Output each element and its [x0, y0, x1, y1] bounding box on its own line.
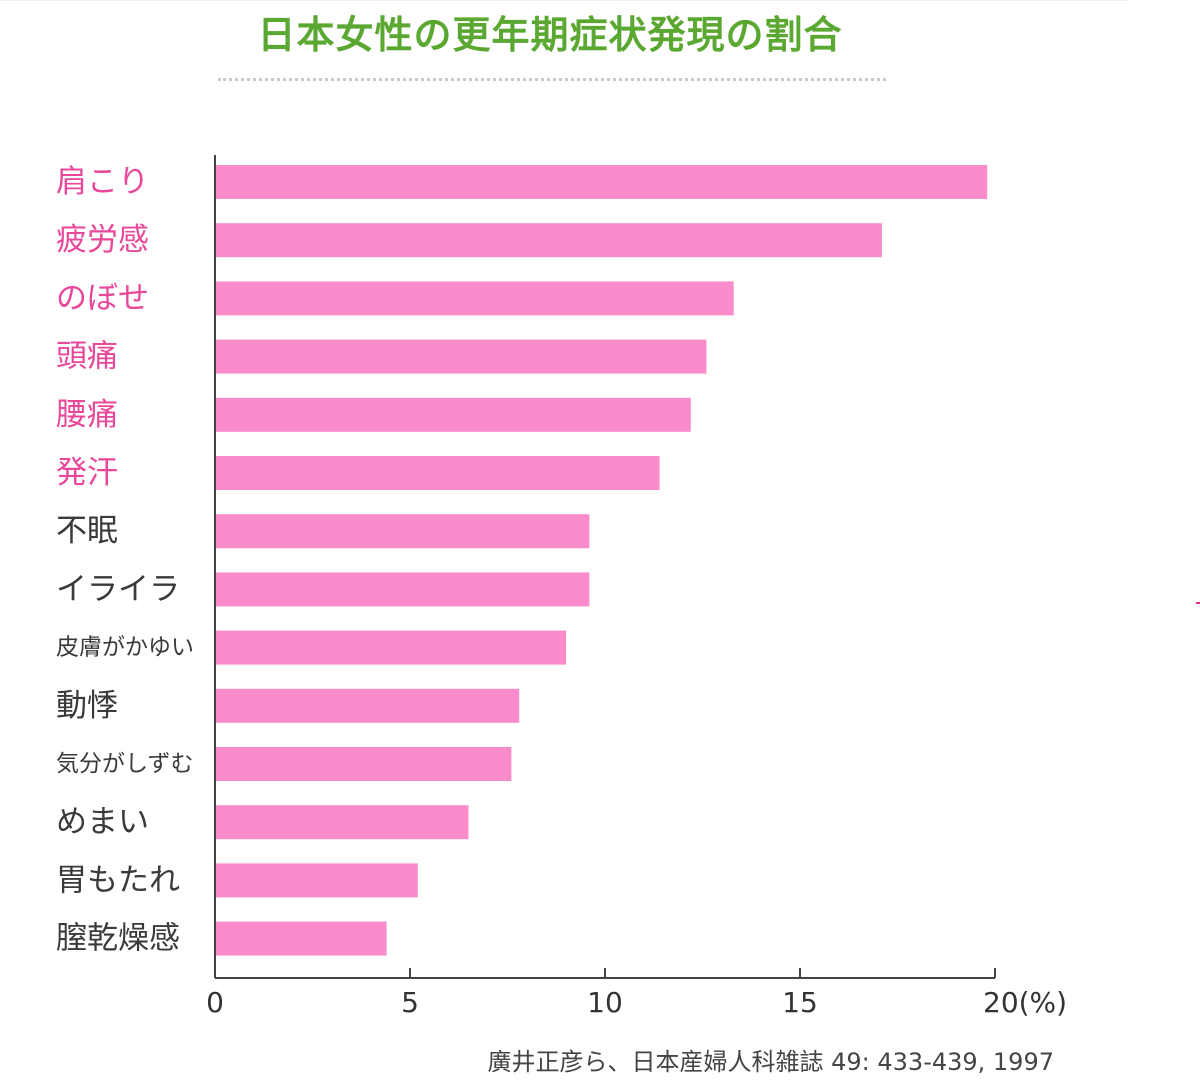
category-label-8: イライラ: [56, 571, 180, 607]
bar-1: [215, 165, 988, 199]
bar-11: [215, 747, 512, 781]
bar-3: [215, 281, 734, 316]
bar-13: [215, 863, 418, 898]
category-label-6: 発汗: [56, 455, 118, 491]
axes: [214, 155, 996, 979]
category-label-13: 胃もたれ: [56, 862, 180, 898]
bar-7: [215, 514, 590, 549]
x-tick-label-15: 15: [782, 986, 818, 1019]
bar-6: [215, 456, 660, 490]
bar-12: [215, 805, 469, 840]
category-label-3: のぼせ: [56, 280, 149, 316]
bar-4: [215, 339, 707, 374]
top-border-line: [0, 0, 1128, 1]
bar-9: [215, 630, 566, 665]
source-citation: 廣井正彦ら、日本産婦人科雑誌 49: 433-439, 1997: [487, 1048, 1055, 1076]
category-label-11: 気分がしずむ: [56, 751, 194, 777]
category-label-10: 動悸: [56, 688, 118, 724]
bar-5: [215, 397, 691, 432]
x-tick-label-5: 5: [401, 986, 419, 1019]
category-label-12: めまい: [56, 804, 149, 840]
bar-10: [215, 688, 520, 723]
title-divider: [218, 78, 886, 81]
bar-8: [215, 572, 590, 607]
bar-14: [215, 921, 387, 956]
category-labels: 肩こり疲労感のぼせ頭痛腰痛発汗不眠イライラ皮膚がかゆい動悸気分がしずむめまい胃も…: [56, 164, 194, 957]
edge-mark: [1196, 602, 1200, 604]
category-label-1: 肩こり: [56, 164, 149, 200]
category-label-9: 皮膚がかゆい: [56, 635, 194, 661]
category-label-14: 膣乾燥感: [56, 921, 180, 957]
x-tick-label-0: 0: [206, 986, 224, 1019]
bar-2: [215, 223, 882, 258]
category-label-5: 腰痛: [56, 397, 118, 433]
category-label-4: 頭痛: [56, 339, 118, 375]
bars-layer: [215, 165, 988, 956]
x-tick-labels: 0 5 10 15 20(%): [206, 986, 1067, 1019]
category-label-7: 不眠: [56, 513, 118, 549]
category-label-2: 疲労感: [56, 222, 149, 258]
page-title: 日本女性の更年期症状発現の割合: [257, 12, 843, 57]
x-tick-label-10: 10: [587, 986, 623, 1019]
x-tick-label-20: 20(%): [983, 986, 1067, 1019]
